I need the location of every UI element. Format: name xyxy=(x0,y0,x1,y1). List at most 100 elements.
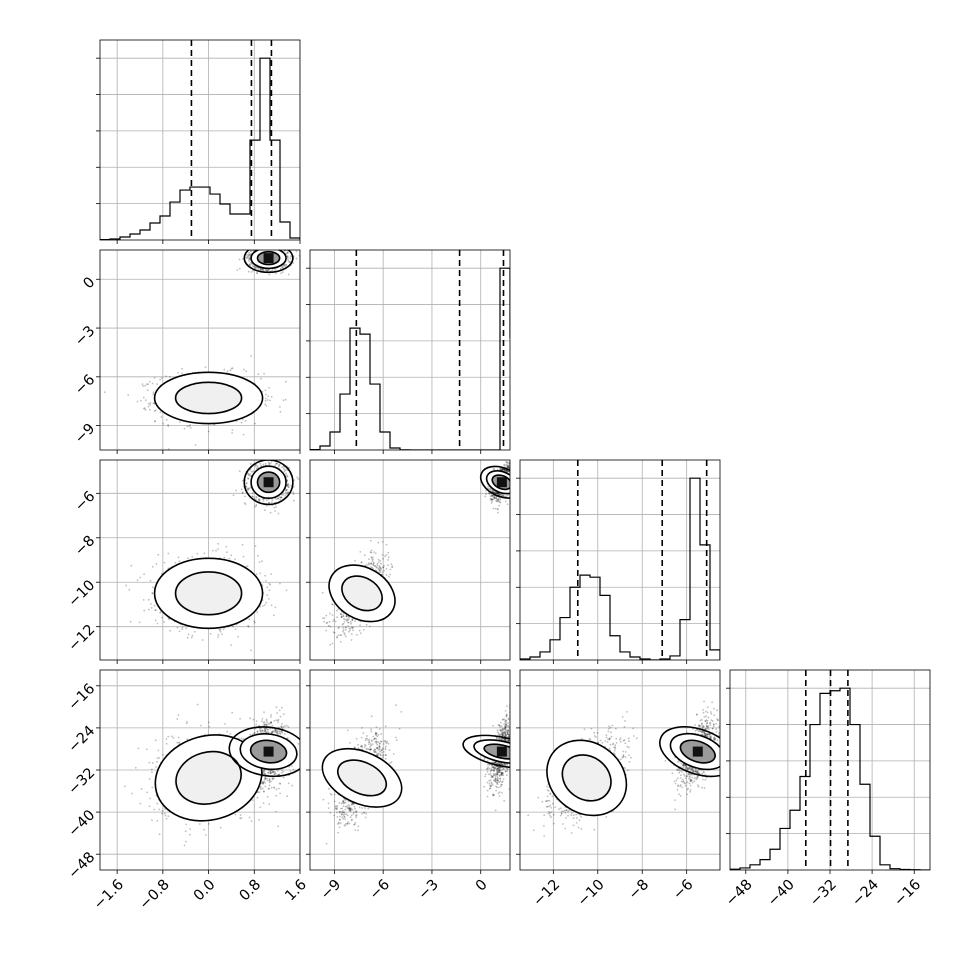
scatter-point xyxy=(279,496,282,499)
scatter-point xyxy=(264,399,267,402)
scatter-point xyxy=(156,383,159,386)
scatter-point xyxy=(351,619,354,621)
scatter-point xyxy=(247,624,250,627)
panel-content xyxy=(100,460,300,660)
scatter-point xyxy=(351,627,354,629)
scatter-point xyxy=(212,549,214,552)
panel-2-0: −12−10−8−6 xyxy=(65,459,301,664)
scatter-point xyxy=(190,636,193,639)
scatter-point xyxy=(378,569,381,572)
scatter-point xyxy=(151,382,154,385)
scatter-point xyxy=(160,377,163,379)
scatter-point xyxy=(244,495,246,498)
scatter-point xyxy=(387,551,390,554)
scatter-point xyxy=(196,552,199,555)
scatter-point xyxy=(342,626,345,629)
scatter-point xyxy=(380,568,382,571)
scatter-point xyxy=(286,474,289,477)
scatter-point xyxy=(278,464,280,466)
scatter-point xyxy=(374,565,377,568)
scatter-point xyxy=(350,633,353,636)
scatter-point xyxy=(258,248,260,250)
scatter-point xyxy=(234,628,237,631)
scatter-point xyxy=(253,497,256,500)
scatter-point xyxy=(150,603,152,605)
scatter-point xyxy=(268,582,271,585)
scatter-point xyxy=(143,609,146,612)
scatter-point xyxy=(284,265,287,268)
scatter-point xyxy=(337,608,339,610)
scatter-point xyxy=(260,247,262,249)
scatter-point xyxy=(154,409,157,412)
scatter-point xyxy=(257,373,260,376)
scatter-point xyxy=(381,571,384,574)
scatter-point xyxy=(152,393,155,396)
scatter-point xyxy=(246,253,248,256)
scatter-point xyxy=(203,552,206,555)
scatter-point xyxy=(232,625,234,628)
scatter-point xyxy=(343,621,346,623)
scatter-point xyxy=(268,387,270,389)
scatter-point xyxy=(262,245,264,247)
y-tick-label: −9 xyxy=(72,421,98,447)
scatter-point xyxy=(260,377,262,380)
scatter-point xyxy=(282,466,285,468)
scatter-point xyxy=(254,266,257,269)
scatter-point xyxy=(287,482,290,485)
scatter-point xyxy=(331,642,334,645)
scatter-point xyxy=(249,486,252,489)
scatter-point xyxy=(231,429,234,431)
scatter-point xyxy=(269,399,271,402)
scatter-point xyxy=(385,568,388,570)
scatter-point xyxy=(256,272,258,274)
scatter-point xyxy=(383,569,385,572)
scatter-point xyxy=(347,618,350,621)
scatter-point xyxy=(286,255,289,258)
scatter-point xyxy=(248,263,251,266)
scatter-point xyxy=(342,622,345,625)
scatter-point xyxy=(266,269,269,272)
scatter-point xyxy=(257,242,259,244)
scatter-point xyxy=(248,474,251,477)
scatter-point xyxy=(255,495,258,498)
scatter-point xyxy=(297,478,300,480)
scatter-point xyxy=(274,464,277,467)
scatter-point xyxy=(369,562,372,565)
scatter-point xyxy=(268,273,271,276)
scatter-point xyxy=(191,556,194,558)
scatter-point xyxy=(274,606,277,609)
scatter-point xyxy=(279,582,281,585)
scatter-point xyxy=(147,405,150,408)
scatter-point xyxy=(281,266,284,269)
scatter-point xyxy=(295,250,298,253)
panel-content xyxy=(310,460,510,660)
scatter-point xyxy=(247,487,250,490)
scatter-point xyxy=(247,488,250,491)
scatter-point xyxy=(273,614,275,617)
scatter-point xyxy=(271,248,273,250)
scatter-point xyxy=(248,251,250,254)
scatter-point xyxy=(283,469,286,472)
scatter-point xyxy=(290,484,292,487)
scatter-point xyxy=(344,628,347,631)
scatter-point xyxy=(367,562,370,564)
scatter-point xyxy=(268,589,271,592)
scatter-point xyxy=(340,616,343,618)
scatter-point xyxy=(151,592,154,595)
scatter-point xyxy=(174,561,177,564)
density-mid-0 xyxy=(173,570,244,616)
scatter-point xyxy=(245,370,248,373)
scatter-point xyxy=(264,462,267,465)
scatter-point xyxy=(387,559,389,561)
scatter-point xyxy=(377,561,380,564)
scatter-point xyxy=(209,632,212,635)
scatter-point xyxy=(271,269,274,272)
panel-content xyxy=(310,250,510,450)
scatter-point xyxy=(225,545,228,548)
scatter-point xyxy=(382,566,385,569)
scatter-point xyxy=(230,644,233,646)
scatter-point xyxy=(204,366,207,368)
scatter-point xyxy=(285,472,287,475)
scatter-point xyxy=(258,248,260,250)
scatter-point xyxy=(234,558,236,561)
